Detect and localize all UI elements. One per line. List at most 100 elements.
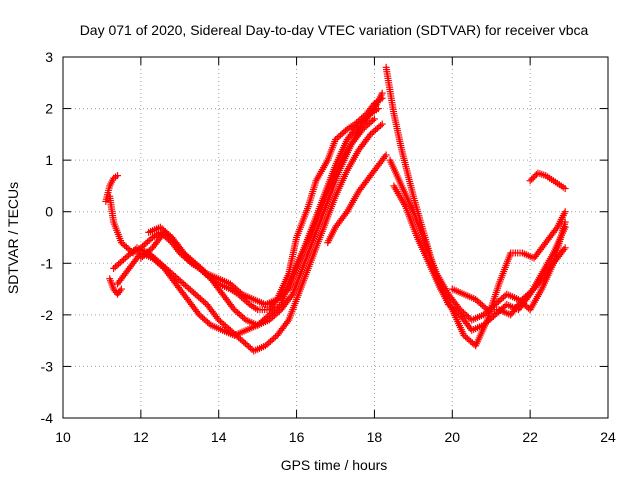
data-point [186, 255, 194, 263]
data-point [271, 333, 279, 341]
data-point [283, 318, 291, 326]
data-point [157, 261, 165, 269]
data-point [137, 254, 145, 262]
data-point [188, 287, 196, 295]
data-point [529, 174, 537, 182]
data-point [231, 284, 239, 292]
data-point [165, 231, 173, 239]
data-point [358, 117, 366, 125]
data-point [240, 338, 248, 346]
data-point [265, 339, 273, 347]
data-point [198, 296, 206, 304]
data-point [287, 292, 295, 300]
data-point [523, 303, 531, 311]
x-tick-label: 22 [522, 429, 538, 445]
y-tick-label: -2 [41, 307, 54, 323]
data-point [363, 113, 371, 121]
data-point [463, 334, 471, 342]
data-point [194, 309, 202, 317]
data-point [520, 294, 528, 302]
data-point [274, 309, 282, 317]
data-point [526, 177, 534, 185]
data-point [144, 238, 152, 246]
data-point [372, 126, 380, 134]
data-point [460, 331, 468, 339]
data-point [561, 185, 569, 193]
data-point [370, 127, 378, 135]
data-point [337, 131, 345, 139]
y-tick-label: 0 [45, 204, 53, 220]
data-point [195, 262, 203, 270]
data-point [382, 151, 390, 159]
data-point [370, 115, 378, 123]
data-point [154, 259, 162, 267]
data-point [246, 344, 254, 352]
data-point [230, 283, 238, 291]
data-point [552, 225, 560, 233]
data-point [185, 284, 193, 292]
data-point [200, 298, 208, 306]
data-point [381, 153, 389, 161]
data-point [521, 301, 529, 309]
data-point [496, 296, 504, 304]
data-point [375, 123, 383, 131]
data-point [161, 228, 169, 236]
data-point [365, 111, 373, 119]
data-point [200, 315, 208, 323]
data-point [221, 322, 229, 330]
data-point [265, 316, 273, 324]
data-point [272, 310, 280, 318]
y-tick-label: -4 [41, 410, 54, 426]
data-point [160, 226, 168, 234]
data-point [464, 313, 472, 321]
data-point [482, 304, 490, 312]
data-point [190, 258, 198, 266]
data-point [204, 318, 212, 326]
y-tick-label: -1 [41, 255, 54, 271]
plot-frame [62, 56, 609, 419]
data-point [183, 252, 191, 260]
data-point [201, 268, 209, 276]
data-point [144, 248, 152, 256]
data-point [166, 232, 174, 240]
data-point [462, 333, 470, 341]
data-point [275, 294, 283, 302]
data-point [494, 298, 502, 306]
data-point [499, 293, 507, 301]
data-point [193, 292, 201, 300]
data-point [266, 337, 274, 345]
data-point [561, 244, 569, 252]
data-point [236, 289, 244, 297]
data-point [215, 316, 223, 324]
data-point [241, 296, 249, 304]
data-point [467, 337, 475, 345]
data-point [281, 288, 289, 296]
data-point [365, 132, 373, 140]
data-point [357, 119, 365, 127]
data-point [185, 253, 193, 261]
data-point [360, 116, 368, 124]
data-point [178, 278, 186, 286]
x-tick-label: 14 [211, 429, 227, 445]
data-point [181, 281, 189, 289]
data-point [201, 299, 209, 307]
data-point [531, 172, 539, 180]
data-point [155, 260, 163, 268]
data-point [126, 250, 134, 258]
data-point [261, 342, 269, 350]
data-point [560, 246, 568, 254]
data-point [232, 307, 240, 315]
data-point [465, 336, 473, 344]
data-point [280, 289, 288, 297]
data-point [124, 245, 132, 253]
data-point [333, 134, 341, 142]
y-tick-label: 3 [45, 49, 53, 65]
data-point [477, 300, 485, 308]
data-point [283, 287, 291, 295]
data-point [335, 133, 343, 141]
data-point [115, 260, 123, 268]
x-tick-label: 18 [367, 429, 383, 445]
data-point [332, 136, 339, 144]
